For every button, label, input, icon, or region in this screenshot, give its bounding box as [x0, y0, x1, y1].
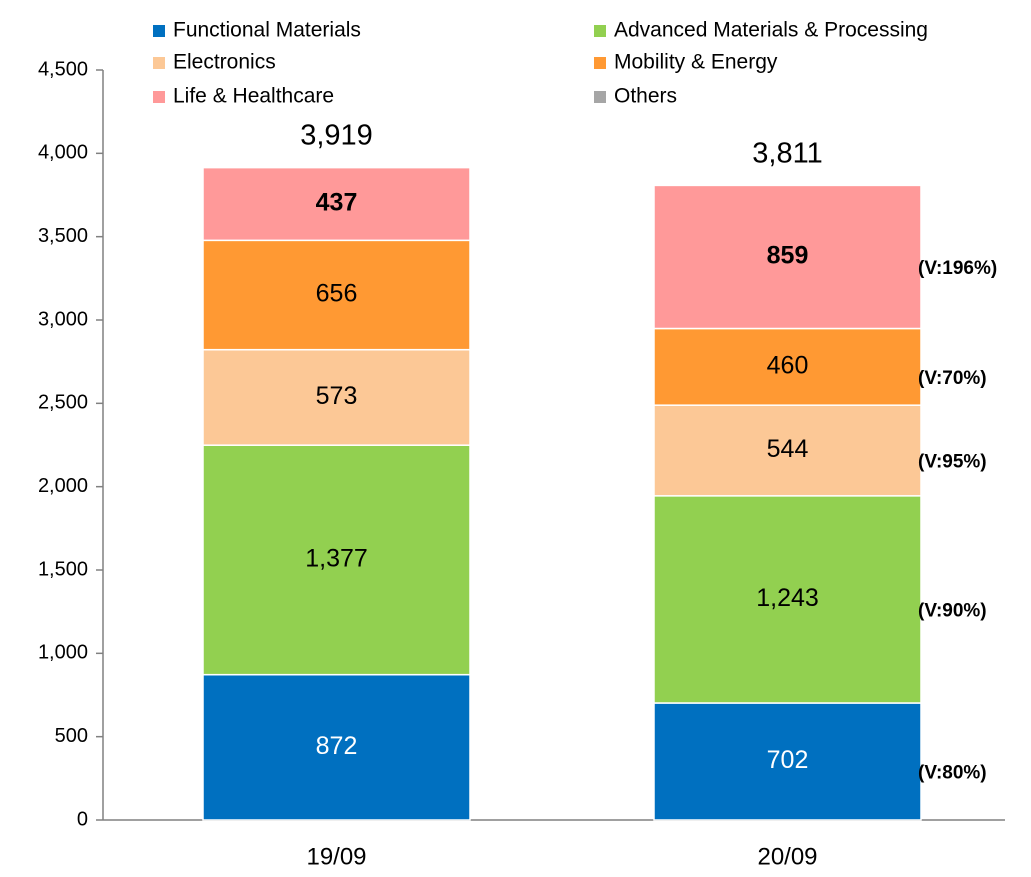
segment-label: 1,243 — [756, 584, 819, 612]
annotation: (V:196%) — [918, 258, 997, 279]
y-tick-label: 0 — [77, 808, 88, 830]
legend-swatch — [594, 57, 606, 69]
segment-label: 872 — [316, 732, 358, 760]
total-label: 3,919 — [300, 119, 373, 151]
legend-swatch — [594, 25, 606, 37]
annotation: (V:70%) — [918, 368, 987, 389]
bar-segment — [653, 495, 922, 704]
legend-swatch — [153, 57, 165, 69]
bar-segment — [653, 184, 922, 330]
bar-segment — [202, 166, 471, 169]
annotation: (V:80%) — [918, 763, 987, 784]
y-tick-label: 2,000 — [38, 475, 88, 497]
legend-label: Electronics — [173, 51, 276, 74]
legend-swatch — [153, 91, 165, 103]
segment-label: 1,377 — [305, 545, 368, 573]
bar-segment — [653, 404, 922, 497]
bar-segment — [653, 184, 922, 187]
y-tick-label: 3,000 — [38, 308, 88, 330]
legend-swatch — [594, 91, 606, 103]
legend-swatch — [153, 25, 165, 37]
segment-label: 573 — [316, 382, 358, 410]
annotation: (V:90%) — [918, 600, 987, 621]
x-tick-label: 20/09 — [757, 843, 817, 870]
bar-segment — [202, 166, 471, 242]
total-label: 3,811 — [752, 137, 822, 169]
y-tick-label: 500 — [55, 725, 88, 747]
legend-label: Mobility & Energy — [614, 51, 778, 74]
y-tick-label: 1,000 — [38, 642, 88, 664]
segment-label: 437 — [316, 189, 358, 217]
y-tick-label: 4,000 — [38, 142, 88, 164]
x-tick-label: 19/09 — [306, 843, 366, 870]
y-tick-label: 1,500 — [38, 558, 88, 580]
bar-segment — [653, 702, 922, 821]
bar-segment — [202, 673, 471, 821]
y-tick-label: 4,500 — [38, 58, 88, 80]
segment-label: 460 — [767, 351, 809, 379]
segment-label: 544 — [767, 435, 809, 463]
legend-label: Functional Materials — [173, 19, 361, 42]
y-tick-label: 3,500 — [38, 225, 88, 247]
bar-segment — [202, 444, 471, 676]
segment-label: 702 — [767, 746, 809, 774]
legend-label: Advanced Materials & Processing — [614, 19, 928, 42]
y-tick-label: 2,500 — [38, 392, 88, 414]
legend-label: Life & Healthcare — [173, 85, 334, 108]
annotation: (V:95%) — [918, 452, 987, 473]
segment-label: 656 — [316, 280, 358, 308]
segment-label: 859 — [767, 242, 809, 270]
legend-label: Others — [614, 85, 677, 108]
